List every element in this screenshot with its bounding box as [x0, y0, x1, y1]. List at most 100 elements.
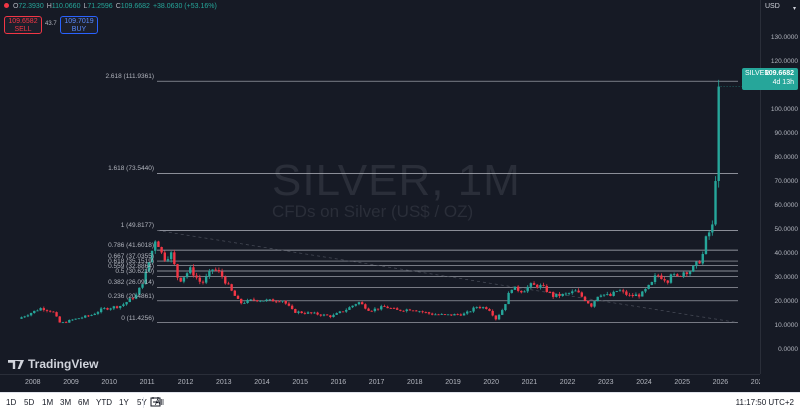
candle-body[interactable] — [672, 274, 676, 276]
candle-body[interactable] — [61, 322, 65, 324]
candle-body[interactable] — [596, 296, 599, 302]
tradingview-logo[interactable]: TradingView — [8, 357, 98, 371]
candle-body[interactable] — [204, 276, 208, 283]
candle-body[interactable] — [555, 293, 558, 297]
candle-body[interactable] — [84, 315, 87, 318]
candle-body[interactable] — [564, 293, 568, 295]
candle-body[interactable] — [653, 275, 657, 283]
candle-body[interactable] — [424, 311, 428, 313]
candle-body[interactable] — [52, 311, 55, 313]
candle-body[interactable] — [707, 232, 711, 237]
timeframe-button-ytd[interactable]: YTD — [96, 398, 112, 407]
candle-body[interactable] — [392, 308, 396, 309]
candle-body[interactable] — [685, 272, 689, 275]
candle-body[interactable] — [128, 298, 131, 303]
candle-body[interactable] — [494, 315, 498, 320]
candle-body[interactable] — [249, 299, 252, 301]
candle-body[interactable] — [472, 307, 475, 312]
candle-body[interactable] — [157, 241, 160, 248]
candle-body[interactable] — [714, 181, 717, 225]
candle-body[interactable] — [23, 316, 26, 318]
candle-body[interactable] — [338, 311, 342, 314]
candle-body[interactable] — [443, 314, 447, 315]
candle-body[interactable] — [373, 308, 377, 312]
candle-body[interactable] — [383, 306, 386, 308]
candle-body[interactable] — [71, 319, 74, 321]
candle-body[interactable] — [602, 294, 606, 296]
candle-body[interactable] — [561, 293, 564, 297]
candle-body[interactable] — [577, 290, 580, 293]
candle-body[interactable] — [306, 312, 310, 314]
candle-body[interactable] — [459, 314, 463, 316]
candle-body[interactable] — [717, 86, 720, 182]
candle-body[interactable] — [255, 300, 259, 302]
candle-body[interactable] — [542, 285, 545, 286]
candle-body[interactable] — [131, 298, 135, 300]
candle-body[interactable] — [669, 274, 673, 283]
candle-body[interactable] — [399, 309, 402, 311]
candle-body[interactable] — [351, 305, 354, 308]
timeframe-button-5d[interactable]: 5D — [24, 398, 35, 407]
candle-body[interactable] — [618, 290, 622, 292]
candle-body[interactable] — [478, 307, 482, 309]
candle-body[interactable] — [36, 310, 39, 312]
candle-body[interactable] — [45, 310, 49, 311]
candle-body[interactable] — [154, 241, 157, 251]
candle-body[interactable] — [411, 310, 415, 312]
candle-body[interactable] — [297, 311, 300, 313]
candle-body[interactable] — [220, 271, 224, 277]
candle-body[interactable] — [437, 314, 440, 316]
candle-body[interactable] — [446, 314, 450, 316]
date-range-icon[interactable] — [150, 396, 162, 408]
candle-body[interactable] — [239, 298, 243, 304]
candle-body[interactable] — [195, 275, 198, 278]
candle-body[interactable] — [501, 310, 504, 315]
candle-body[interactable] — [402, 310, 405, 312]
candle-body[interactable] — [119, 305, 122, 308]
candle-body[interactable] — [192, 267, 195, 276]
candle-body[interactable] — [580, 292, 584, 297]
candle-body[interactable] — [695, 261, 698, 266]
candle-body[interactable] — [198, 277, 202, 282]
candle-body[interactable] — [647, 284, 650, 289]
candle-body[interactable] — [491, 310, 494, 316]
candle-body[interactable] — [68, 319, 71, 323]
candle-body[interactable] — [389, 308, 393, 309]
candle-body[interactable] — [176, 264, 179, 278]
candle-body[interactable] — [644, 288, 647, 292]
candle-body[interactable] — [551, 292, 555, 297]
candle-body[interactable] — [475, 307, 478, 308]
candle-body[interactable] — [548, 291, 552, 293]
candle-body[interactable] — [58, 316, 61, 323]
candle-body[interactable] — [185, 273, 189, 278]
timeframe-button-1d[interactable]: 1D — [6, 398, 17, 407]
candle-body[interactable] — [679, 276, 682, 277]
clock-timezone[interactable]: 11:17:50 UTC+2 — [735, 398, 794, 407]
candle-body[interactable] — [590, 303, 593, 307]
candle-body[interactable] — [650, 282, 654, 285]
candle-body[interactable] — [122, 304, 125, 306]
candle-body[interactable] — [523, 291, 526, 293]
candle-body[interactable] — [179, 277, 182, 282]
candle-body[interactable] — [504, 304, 507, 311]
candle-body[interactable] — [96, 312, 100, 314]
candle-body[interactable] — [87, 315, 90, 317]
candle-body[interactable] — [688, 271, 692, 275]
candle-body[interactable] — [666, 280, 669, 283]
candle-body[interactable] — [138, 287, 141, 295]
price-chart[interactable] — [0, 0, 760, 374]
candle-body[interactable] — [545, 285, 548, 292]
candle-body[interactable] — [421, 311, 424, 313]
candle-body[interactable] — [214, 269, 217, 271]
candle-body[interactable] — [440, 314, 443, 315]
candle-body[interactable] — [711, 224, 714, 233]
candle-body[interactable] — [418, 311, 421, 313]
chart-area[interactable]: SILVER, 1M CFDs on Silver (US$ / OZ) 2.6… — [0, 0, 760, 374]
candle-body[interactable] — [160, 247, 163, 253]
candle-body[interactable] — [558, 293, 561, 297]
candle-body[interactable] — [357, 302, 361, 305]
candle-body[interactable] — [376, 308, 380, 310]
candle-body[interactable] — [106, 308, 109, 310]
candle-body[interactable] — [704, 236, 708, 255]
candle-body[interactable] — [313, 312, 316, 314]
